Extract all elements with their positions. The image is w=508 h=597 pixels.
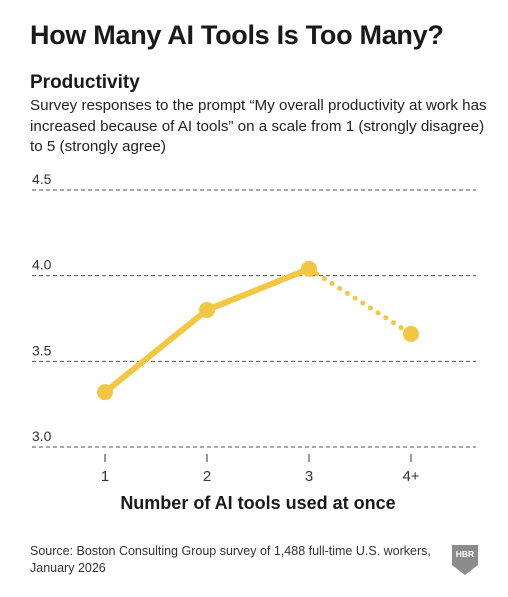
- source-note: Source: Boston Consulting Group survey o…: [30, 544, 431, 575]
- x-tick-label: 1: [101, 468, 109, 485]
- x-tick-label: 3: [305, 468, 313, 485]
- hbr-logo-text: HBR: [456, 549, 474, 559]
- series-segment: [102, 306, 210, 396]
- x-tick-layer: 1 2 3 4+: [101, 454, 420, 485]
- hbr-logo: HBR: [452, 545, 478, 575]
- y-tick-label: 3.5: [32, 342, 52, 358]
- y-tick-label: 4.0: [32, 257, 52, 273]
- series-line-layer: [102, 265, 414, 396]
- data-point: [301, 260, 317, 277]
- x-tick-label: 2: [203, 468, 211, 485]
- series-segment-dotted: [306, 266, 414, 337]
- series-segment: [204, 265, 312, 313]
- data-point-layer: [97, 260, 419, 401]
- chart-description: Survey responses to the prompt “My overa…: [30, 97, 487, 155]
- x-tick-label: 4+: [402, 468, 419, 485]
- y-tick-label: 3.0: [32, 428, 52, 444]
- x-axis-label: Number of AI tools used at once: [120, 493, 395, 513]
- y-tick-label: 4.5: [32, 171, 52, 187]
- chart-subtitle: Productivity: [30, 72, 140, 93]
- grid-layer: 3.0 3.5 4.0 4.5: [32, 171, 476, 448]
- chart-title: How Many AI Tools Is Too Many?: [30, 20, 444, 50]
- data-point: [199, 301, 215, 318]
- line-chart: 3.0 3.5 4.0 4.5 1 2 3 4+ Number of AI tools us…: [32, 171, 476, 513]
- data-point: [97, 384, 113, 401]
- data-point: [403, 325, 419, 342]
